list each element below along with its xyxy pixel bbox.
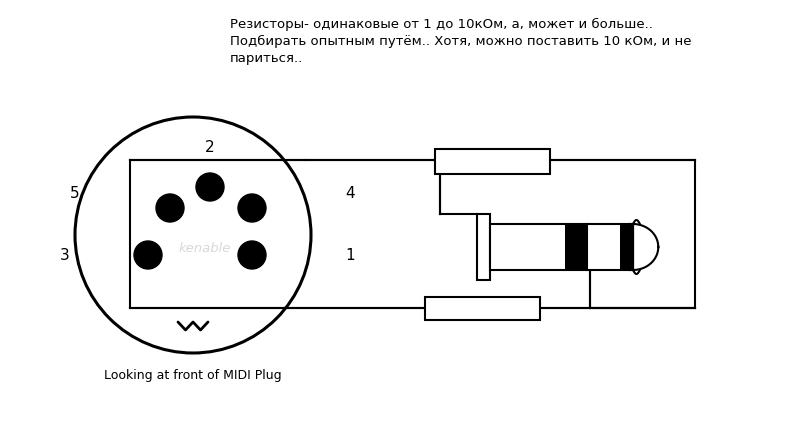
Text: Резисторы- одинаковые от 1 до 10кОм, а, может и больше..: Резисторы- одинаковые от 1 до 10кОм, а, …	[230, 18, 653, 31]
Bar	[620, 224, 633, 270]
Text: kenable: kenable	[179, 241, 231, 255]
Circle shape	[196, 173, 224, 201]
Circle shape	[238, 194, 266, 222]
Bar	[425, 297, 540, 320]
Text: 3: 3	[60, 247, 70, 262]
Text: 5: 5	[70, 185, 80, 200]
Bar	[490, 224, 630, 270]
Text: 1: 1	[345, 247, 355, 262]
Circle shape	[156, 194, 184, 222]
Bar	[565, 224, 587, 270]
Bar	[477, 214, 490, 280]
Text: Подбирать опытным путём.. Хотя, можно поставить 10 кОм, и не: Подбирать опытным путём.. Хотя, можно по…	[230, 35, 691, 48]
Text: париться..: париться..	[230, 52, 303, 65]
Text: 4: 4	[345, 185, 355, 200]
Circle shape	[238, 241, 266, 269]
Text: 2: 2	[205, 140, 215, 155]
Bar	[435, 149, 550, 174]
Text: Looking at front of MIDI Plug: Looking at front of MIDI Plug	[104, 369, 282, 381]
Circle shape	[134, 241, 162, 269]
